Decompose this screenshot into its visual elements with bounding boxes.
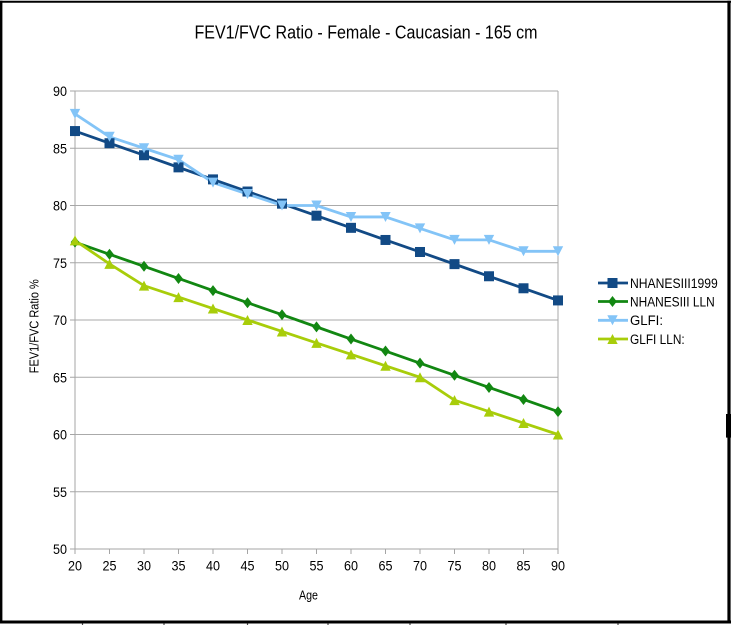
svg-text:25: 25 (103, 558, 117, 574)
svg-text:55: 55 (53, 484, 67, 500)
svg-text:65: 65 (379, 558, 393, 574)
svg-text:50: 50 (53, 541, 67, 557)
svg-text:90: 90 (551, 558, 565, 574)
svg-text:60: 60 (53, 427, 67, 443)
svg-text:75: 75 (448, 558, 462, 574)
svg-text:NHANESIII1999: NHANESIII1999 (630, 276, 718, 291)
svg-text:65: 65 (53, 369, 67, 385)
svg-text:60: 60 (344, 558, 358, 574)
svg-text:85: 85 (517, 558, 531, 574)
svg-text:75: 75 (53, 255, 67, 271)
svg-text:FEV1/FVC Ratio - Female - Cauc: FEV1/FVC Ratio - Female - Caucasian - 16… (195, 23, 538, 43)
svg-text:40: 40 (206, 558, 220, 574)
svg-text:55: 55 (310, 558, 324, 574)
svg-text:35: 35 (172, 558, 186, 574)
svg-text:45: 45 (241, 558, 255, 574)
svg-text:85: 85 (53, 140, 67, 156)
svg-text:GLFI:: GLFI: (630, 313, 663, 328)
svg-text:80: 80 (53, 198, 67, 214)
svg-text:Age: Age (299, 589, 318, 603)
svg-text:90: 90 (53, 83, 67, 99)
svg-text:GLFI LLN:: GLFI LLN: (630, 332, 685, 347)
svg-text:NHANESIII LLN: NHANESIII LLN (630, 294, 715, 309)
svg-text:80: 80 (482, 558, 496, 574)
svg-text:30: 30 (137, 558, 151, 574)
svg-text:70: 70 (53, 312, 67, 328)
svg-text:70: 70 (413, 558, 427, 574)
svg-text:50: 50 (275, 558, 289, 574)
svg-text:FEV1/FVC Ratio %: FEV1/FVC Ratio % (28, 279, 42, 373)
svg-text:20: 20 (68, 558, 82, 574)
